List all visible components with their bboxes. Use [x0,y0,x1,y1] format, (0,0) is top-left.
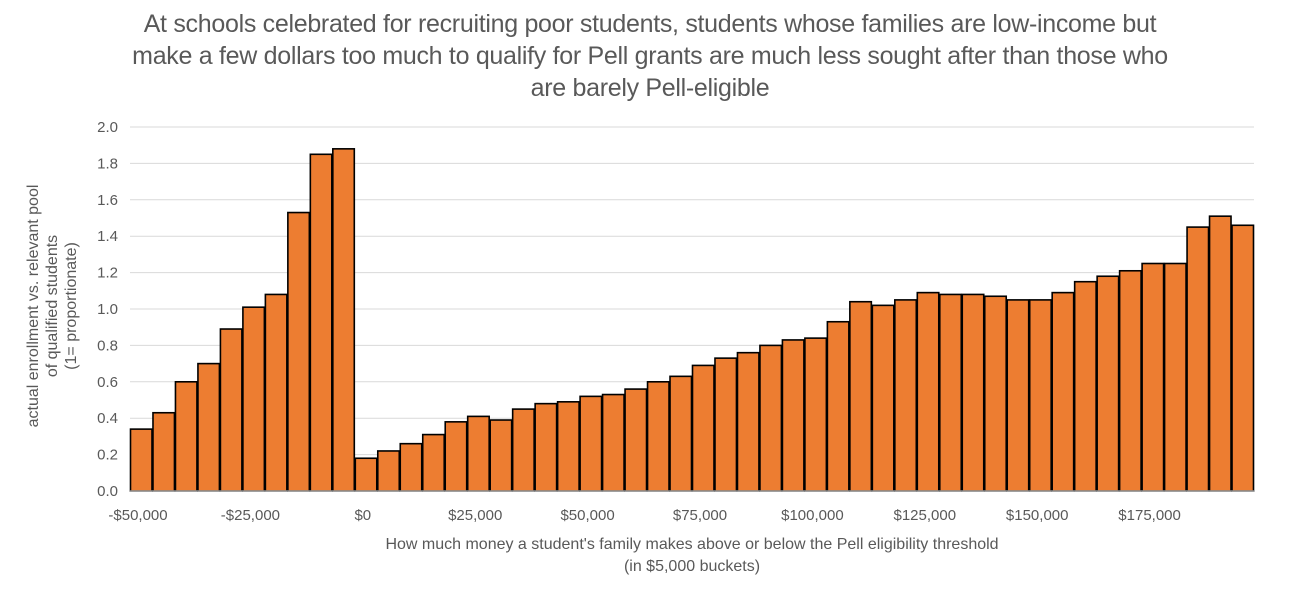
x-tick-label: $175,000 [1118,507,1181,524]
bar [714,357,738,492]
bar [511,408,535,492]
bar [152,411,176,492]
y-axis-title-line: of qualified students [44,235,61,377]
bar [242,306,266,492]
bar [1118,269,1142,492]
bar [1163,262,1187,492]
y-tick-label: 1.4 [97,228,118,245]
bar [1073,280,1097,492]
bar [1006,299,1030,492]
y-tick-label: 0.0 [97,483,118,500]
bar [399,442,423,492]
x-tick-label: -$50,000 [108,507,167,524]
bar [759,344,783,492]
bar [287,211,311,492]
y-axis-title: actual enrollment vs. relevant pool of qu… [25,185,80,428]
bar [264,293,288,492]
bar [354,457,378,492]
bar [894,299,918,492]
chart-title: At schools celebrated for recruiting poo… [132,10,1168,102]
bar [579,395,603,492]
y-axis-title-line: actual enrollment vs. relevant pool [25,185,42,428]
y-tick-label: 0.2 [97,447,118,464]
bar [646,380,670,492]
x-axis-title-line: How much money a student's family makes … [385,536,998,553]
x-tick-label: $25,000 [448,507,502,524]
y-tick-label: 1.6 [97,192,118,209]
y-tick-label: 0.6 [97,374,118,391]
bars [129,148,1255,492]
x-tick-label: $50,000 [560,507,614,524]
bar [938,293,963,492]
y-tick-label: 2.0 [97,119,118,136]
bar [376,450,401,492]
y-tick-label: 1.0 [97,301,118,318]
x-tick-label: $0 [354,507,371,524]
bar [601,393,625,492]
bar [1231,224,1255,492]
y-tick-label: 0.4 [97,410,118,427]
y-tick-label: 1.2 [97,265,118,282]
bar [736,351,760,492]
x-axis-title: How much money a student's family makes … [385,536,998,575]
bar [129,428,153,492]
bar [804,337,828,492]
bar [1051,291,1075,492]
bar [961,293,985,492]
bar [624,388,648,492]
bar [444,421,468,492]
bar [916,291,940,492]
bar [669,375,693,492]
bar [466,415,490,492]
y-axis-title-line: (1= proportionate) [63,242,80,370]
x-tick-label: $100,000 [781,507,844,524]
bar [421,433,446,492]
bar [781,339,805,492]
bar [197,362,221,492]
x-tick-label: $125,000 [894,507,957,524]
x-tick-label: $75,000 [673,507,727,524]
x-axis-ticks: -$50,000 -$25,000 $0 $25,000 $50,000 $75,000 $… [108,507,1180,524]
x-axis-title-line: (in $5,000 buckets) [624,558,760,575]
bar [1028,299,1052,492]
bar [1208,215,1232,492]
bar [556,401,580,492]
bar [309,153,333,492]
bar [1096,275,1120,492]
bar [174,380,198,492]
bar [1141,262,1165,492]
bar [489,419,513,492]
bar [1186,226,1210,492]
y-tick-label: 1.8 [97,155,118,172]
bar [219,328,243,492]
bar [849,300,873,492]
bar [332,148,356,492]
bar [983,295,1008,492]
x-tick-label: $150,000 [1006,507,1069,524]
bar [691,364,715,492]
y-axis-ticks: 0.0 0.2 0.4 0.6 0.8 1.0 1.2 1.4 1.6 1.8 2.0 [97,119,118,500]
x-tick-label: -$25,000 [221,507,280,524]
bar [871,304,895,492]
y-tick-label: 0.8 [97,337,118,354]
bar [826,320,850,492]
bar [534,402,558,492]
